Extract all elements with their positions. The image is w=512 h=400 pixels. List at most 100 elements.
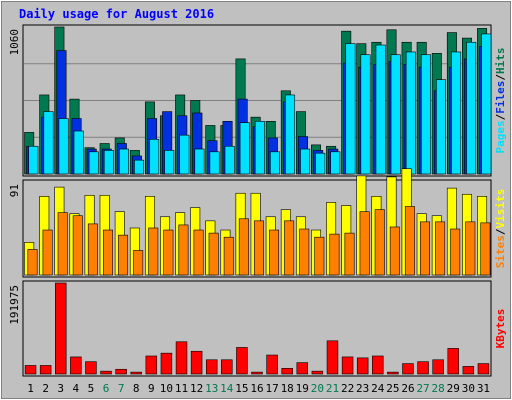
chart-title: Daily usage for August 2016: [19, 7, 214, 21]
bar-kbytes-4: [70, 356, 82, 375]
bar-sites-30: [465, 221, 476, 276]
bar-sites-26: [404, 206, 415, 276]
bar-sites-1: [27, 249, 38, 276]
bar-kbytes-22: [341, 356, 354, 375]
x-tick-label: 27: [416, 382, 429, 395]
bar-kbytes-11: [175, 341, 188, 375]
x-tick-label: 26: [401, 382, 414, 395]
bar-pages-10: [164, 150, 175, 175]
bar-pages-21: [330, 151, 341, 175]
x-tick-label: 17: [265, 382, 278, 395]
bar-sites-4: [72, 215, 83, 276]
x-tick-label: 5: [88, 382, 95, 395]
bar-kbytes-28: [432, 359, 444, 375]
bar-sites-18: [284, 220, 295, 276]
bar-kbytes-17: [266, 354, 278, 375]
x-tick-label: 18: [281, 382, 294, 395]
bar-pages-20: [315, 152, 326, 175]
x-tick-label: 19: [296, 382, 309, 395]
x-tick-label: 4: [73, 382, 80, 395]
bar-pages-24: [375, 44, 386, 175]
bar-sites-25: [389, 226, 400, 276]
bar-sites-24: [374, 209, 385, 276]
bar-sites-10: [163, 229, 174, 276]
x-tick-label: 3: [57, 382, 64, 395]
bar-pages-25: [390, 54, 401, 175]
legend-part: Files: [494, 81, 507, 114]
bar-pages-11: [179, 134, 190, 175]
bar-sites-7: [118, 234, 129, 276]
x-tick-label: 29: [447, 382, 460, 395]
bar-pages-1: [28, 145, 39, 175]
bar-pages-30: [466, 41, 477, 175]
bar-sites-9: [148, 227, 159, 276]
bar-sites-22: [344, 232, 355, 276]
bar-kbytes-3: [55, 282, 67, 375]
bar-sites-14: [223, 236, 234, 276]
legend-part: /: [494, 113, 507, 120]
bar-kbytes-14: [221, 359, 233, 375]
panel-2: 91 Sites/Visits: [8, 168, 507, 278]
x-tick-label: 15: [235, 382, 248, 395]
x-tick-label: 8: [133, 382, 140, 395]
bar-sites-17: [269, 229, 280, 276]
bar-pages-26: [405, 51, 416, 175]
y-tick-label: 91: [8, 184, 21, 197]
bar-pages-29: [451, 51, 462, 175]
bar-kbytes-12: [190, 350, 203, 375]
bar-sites-28: [435, 221, 446, 276]
panel-3: 191975 KBytes: [8, 280, 507, 377]
bar-pages-14: [224, 145, 235, 175]
bar-kbytes-27: [417, 361, 429, 375]
bar-kbytes-21: [326, 340, 339, 375]
series-legend-label: Sites/Visits: [494, 189, 507, 269]
bar-kbytes-26: [402, 363, 414, 375]
bar-kbytes-10: [160, 352, 173, 375]
bar-pages-3: [58, 118, 69, 175]
bar-pages-28: [436, 79, 446, 175]
bar-kbytes-9: [145, 355, 158, 375]
bar-kbytes-23: [356, 357, 369, 375]
x-tick-label: 14: [220, 382, 234, 395]
x-tick-label: 31: [477, 382, 490, 395]
x-tick-label: 24: [371, 382, 385, 395]
panel-background: [22, 280, 492, 377]
legend-part: Pages: [494, 120, 507, 153]
bar-sites-11: [178, 224, 189, 276]
bar-sites-29: [450, 228, 461, 276]
bar-pages-5: [88, 151, 99, 175]
bar-pages-17: [269, 151, 280, 175]
chart-panels: 1060Pages/Files/Hits91Sites/Visits191975…: [8, 24, 507, 377]
bar-sites-31: [480, 222, 491, 276]
bar-kbytes-1: [24, 365, 37, 375]
bar-kbytes-18: [281, 368, 293, 375]
legend-part: /: [494, 74, 507, 81]
bar-sites-27: [420, 221, 430, 276]
x-tick-label: 12: [190, 382, 203, 395]
bar-sites-2: [42, 229, 53, 276]
bar-pages-4: [73, 130, 84, 175]
bar-pages-7: [119, 148, 129, 175]
bar-sites-13: [208, 232, 219, 276]
bar-kbytes-25: [387, 371, 399, 375]
bar-pages-2: [43, 111, 54, 175]
bar-pages-15: [239, 122, 250, 175]
bar-sites-19: [299, 228, 310, 276]
bar-kbytes-7: [115, 368, 127, 375]
x-tick-label: 10: [160, 382, 173, 395]
bar-sites-16: [253, 220, 264, 276]
bar-pages-23: [360, 54, 371, 175]
bar-sites-21: [329, 233, 340, 276]
bar-pages-6: [103, 150, 114, 175]
bar-kbytes-24: [372, 355, 384, 375]
bar-sites-6: [103, 229, 113, 276]
bar-kbytes-31: [477, 363, 490, 375]
bar-pages-16: [254, 121, 265, 175]
x-tick-label: 28: [432, 382, 445, 395]
bar-kbytes-2: [39, 365, 52, 375]
bar-kbytes-6: [100, 370, 112, 375]
bar-sites-15: [238, 218, 249, 276]
y-tick-label: 1060: [8, 29, 21, 56]
